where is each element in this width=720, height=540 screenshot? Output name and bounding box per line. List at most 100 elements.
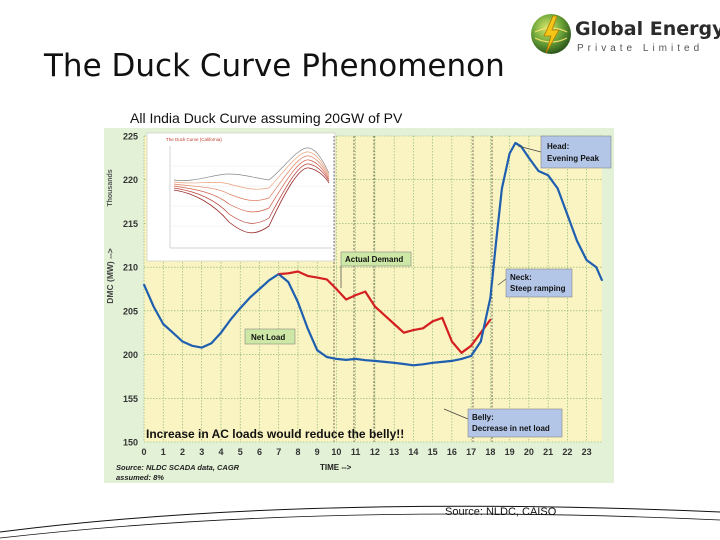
y-tick-label: 150 (123, 438, 138, 448)
source-note: Source: NLDC, CAISO (445, 506, 557, 518)
net-load-point (162, 323, 165, 325)
actual-demand-point (374, 305, 376, 308)
net-load-point (335, 358, 338, 360)
slide-title: The Duck Curve Phenomenon (44, 48, 505, 84)
x-tick-label: 6 (257, 447, 262, 457)
headline-annotation: Increase in AC loads would reduce the be… (146, 427, 404, 441)
head-callout: Head: Evening Peak (517, 135, 612, 169)
x-tick-label: 8 (295, 447, 300, 457)
net-load-point (527, 156, 530, 159)
x-tick-label: 21 (543, 447, 553, 457)
net-load-point (576, 240, 578, 242)
net-load-point (402, 363, 405, 365)
net-load-point (412, 364, 415, 367)
y-tick-label: 220 (123, 175, 138, 185)
head-callout-text: Evening Peak (547, 154, 600, 163)
x-tick-label: 15 (428, 447, 438, 457)
x-tick-label: 5 (238, 447, 243, 457)
x-tick-label: 3 (199, 447, 204, 457)
net-load-point (514, 142, 517, 144)
x-tick-label: 16 (447, 447, 457, 457)
net-load-point (595, 266, 598, 269)
net-load-point (479, 340, 482, 343)
actual-demand-point (412, 329, 415, 331)
actual-demand-point (460, 351, 463, 354)
net-load-point (200, 346, 203, 349)
source-annotation: Source: NLDC SCADA data, CAGR (116, 463, 240, 472)
x-tick-label: 12 (370, 447, 380, 457)
y-unit-label: Thousands (107, 169, 114, 206)
y-tick-label: 210 (123, 263, 138, 273)
head-callout-title: Head: (547, 142, 569, 151)
actual-demand-point (422, 327, 424, 330)
net-load-point (171, 331, 174, 334)
net-load-point (547, 174, 550, 177)
actual-demand-point (345, 298, 347, 301)
net-load-point (258, 288, 261, 290)
x-tick-label: 9 (315, 447, 320, 457)
net-load-point (220, 331, 222, 334)
actual-demand-point (450, 340, 453, 343)
net-load-point (422, 363, 424, 366)
net-load-point (297, 301, 299, 304)
x-tick-label: 23 (582, 447, 592, 457)
net-load-point (345, 359, 347, 361)
x-tick-label: 2 (180, 447, 185, 457)
actual-demand-point (316, 276, 319, 279)
x-tick-label: 14 (408, 447, 418, 457)
net-load-point (441, 360, 444, 363)
x-tick-label: 18 (485, 447, 495, 457)
actual-demand-point (383, 314, 386, 317)
net-load-point (316, 349, 319, 352)
x-tick-label: 7 (276, 447, 281, 457)
actual-demand-point (297, 270, 299, 273)
net-load-point (501, 187, 503, 190)
net-load-point (306, 327, 309, 330)
actual-demand-point (393, 323, 396, 325)
actual-demand-point (364, 290, 367, 293)
x-tick-label: 13 (389, 447, 399, 457)
y-tick-label: 200 (123, 350, 138, 360)
net-load-point (489, 296, 492, 299)
net-load-point (383, 360, 386, 363)
net-load-point (152, 305, 155, 308)
net-load-point (229, 318, 232, 321)
actual-demand-point (431, 320, 434, 323)
net-load-point (143, 283, 145, 286)
inset-title: The Duck Curve (California) (166, 137, 222, 142)
globe-lightning-icon (531, 14, 571, 54)
x-tick-label: 1 (161, 447, 166, 457)
net-load-point (556, 187, 559, 190)
y-tick-label: 215 (123, 219, 138, 229)
footer-swoosh (0, 505, 720, 539)
net-load-point (508, 152, 511, 155)
net-load-point (268, 279, 270, 282)
x-tick-label: 11 (351, 447, 361, 457)
chart-title: All India Duck Curve assuming 20GW of PV (130, 110, 403, 126)
y-tick-label: 205 (123, 306, 138, 316)
net-load-point (287, 281, 290, 283)
net-load-point (450, 359, 453, 362)
y-tick-label: 155 (123, 394, 138, 404)
belly-callout-text: Decrease in net load (472, 424, 550, 433)
time-markers (333, 136, 493, 442)
neck-callout-title: Neck: (510, 273, 532, 282)
net-load-point (393, 361, 396, 364)
net-load-point (181, 340, 184, 343)
actual-demand-point (335, 288, 338, 290)
net-load-point (191, 344, 194, 347)
actual-demand-point (402, 331, 405, 334)
x-tick-label: 22 (562, 447, 572, 457)
y-tick-label: 225 (123, 132, 138, 142)
net-load-point (431, 361, 434, 364)
net-load-point (470, 355, 473, 357)
net-load-point (601, 279, 603, 282)
net-load-callout: Net Load (244, 328, 296, 345)
neck-callout: Neck: Steep ramping (497, 268, 573, 298)
company-logo: Global Energy Private Limited (527, 10, 720, 62)
actual-demand-point (306, 274, 309, 277)
net-load-point (566, 213, 569, 216)
net-load-point (248, 296, 251, 299)
actual-demand-point (479, 331, 482, 334)
